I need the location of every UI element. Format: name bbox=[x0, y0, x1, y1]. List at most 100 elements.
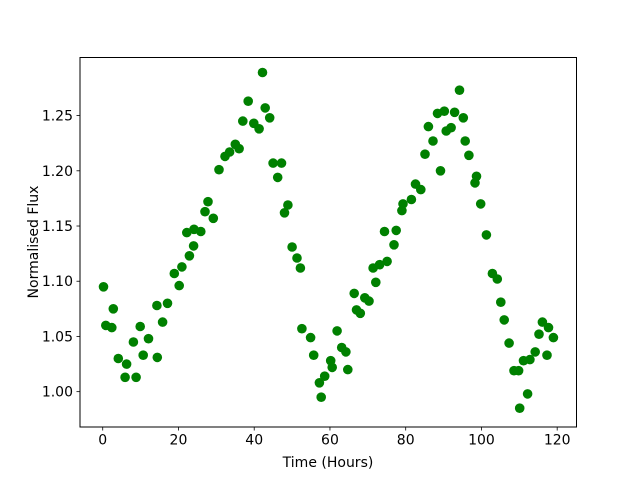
data-point bbox=[182, 227, 192, 238]
data-point bbox=[343, 364, 353, 375]
data-point bbox=[120, 372, 130, 383]
data-point bbox=[128, 337, 139, 347]
data-point bbox=[439, 106, 450, 116]
data-point bbox=[371, 277, 381, 288]
data-point bbox=[446, 122, 456, 133]
data-point bbox=[308, 350, 319, 361]
plot-content: 0 20 40 60 80 100 120 1.00 1.05 1.10 1.15 1.20 1.25 bbox=[42, 57, 577, 449]
data-point bbox=[534, 329, 544, 340]
data-point bbox=[174, 280, 184, 291]
data-point bbox=[391, 225, 402, 236]
data-point bbox=[316, 392, 327, 403]
data-point bbox=[481, 230, 492, 240]
x-tick-label: 20 bbox=[170, 433, 188, 449]
data-point bbox=[349, 288, 360, 299]
data-point bbox=[135, 321, 145, 332]
y-tick-label: 1.10 bbox=[42, 274, 73, 290]
y-tick-label: 1.25 bbox=[42, 109, 73, 125]
data-point bbox=[184, 251, 195, 261]
data-point bbox=[428, 136, 438, 146]
data-point bbox=[152, 352, 163, 363]
data-point bbox=[398, 199, 408, 209]
data-point bbox=[319, 371, 330, 382]
data-point bbox=[416, 184, 426, 195]
data-point bbox=[297, 323, 307, 334]
data-point bbox=[131, 372, 141, 383]
data-point bbox=[234, 143, 244, 154]
data-point bbox=[464, 150, 474, 161]
data-point bbox=[272, 172, 283, 183]
data-point bbox=[143, 333, 154, 344]
data-point bbox=[530, 347, 540, 357]
data-point bbox=[162, 298, 173, 309]
data-point bbox=[113, 353, 124, 364]
y-tick-label: 1.20 bbox=[42, 164, 73, 180]
data-point bbox=[283, 200, 293, 210]
x-tick-label: 80 bbox=[397, 433, 415, 449]
data-point bbox=[454, 85, 465, 95]
data-point bbox=[214, 164, 224, 175]
data-point bbox=[389, 240, 399, 250]
data-point bbox=[327, 362, 338, 373]
data-point bbox=[382, 256, 392, 267]
data-point bbox=[499, 315, 510, 325]
data-point bbox=[435, 166, 446, 176]
data-point bbox=[543, 322, 554, 333]
data-point bbox=[238, 116, 248, 126]
data-point bbox=[276, 158, 287, 168]
data-point bbox=[295, 263, 306, 273]
data-point bbox=[514, 403, 525, 414]
plot-border bbox=[79, 57, 577, 428]
data-point bbox=[108, 304, 119, 314]
data-point bbox=[522, 389, 533, 399]
data-point bbox=[268, 158, 278, 168]
data-point bbox=[420, 149, 430, 159]
data-point bbox=[537, 317, 548, 327]
data-point bbox=[492, 274, 503, 284]
data-point bbox=[188, 241, 199, 251]
data-point bbox=[107, 322, 117, 333]
y-tick-label: 1.00 bbox=[42, 385, 73, 401]
x-tick-label: 60 bbox=[321, 433, 339, 449]
data-point bbox=[364, 296, 374, 306]
data-point bbox=[460, 136, 471, 146]
data-point bbox=[513, 365, 524, 376]
data-point bbox=[423, 121, 434, 132]
data-point bbox=[287, 242, 297, 252]
data-point bbox=[292, 253, 302, 263]
data-point bbox=[254, 124, 264, 134]
y-tick-label: 1.15 bbox=[42, 219, 73, 235]
data-point bbox=[471, 171, 482, 182]
data-point bbox=[98, 282, 109, 292]
data-point bbox=[203, 196, 213, 207]
data-point bbox=[548, 332, 559, 343]
data-point bbox=[264, 113, 275, 123]
data-point bbox=[177, 262, 187, 272]
x-tick-label: 100 bbox=[468, 433, 495, 449]
data-point bbox=[458, 113, 469, 123]
x-tick-label: 120 bbox=[544, 433, 571, 449]
data-point bbox=[406, 194, 417, 205]
data-point bbox=[374, 259, 385, 270]
y-tick-label: 1.05 bbox=[42, 329, 73, 345]
data-point bbox=[224, 147, 235, 157]
data-point bbox=[243, 96, 253, 106]
data-point bbox=[257, 67, 268, 78]
x-tick-label: 40 bbox=[245, 433, 263, 449]
data-point bbox=[341, 347, 351, 357]
data-point bbox=[496, 297, 506, 308]
data-point bbox=[314, 378, 325, 388]
data-point bbox=[542, 350, 552, 361]
data-point bbox=[475, 199, 486, 209]
data-point bbox=[152, 300, 162, 311]
x-axis-label: Time (Hours) bbox=[282, 455, 374, 471]
data-point bbox=[157, 317, 168, 327]
data-point bbox=[208, 213, 219, 224]
data-point bbox=[121, 359, 132, 369]
data-point bbox=[332, 326, 342, 336]
data-point bbox=[449, 107, 460, 118]
data-point bbox=[525, 354, 535, 365]
data-point bbox=[355, 308, 366, 319]
